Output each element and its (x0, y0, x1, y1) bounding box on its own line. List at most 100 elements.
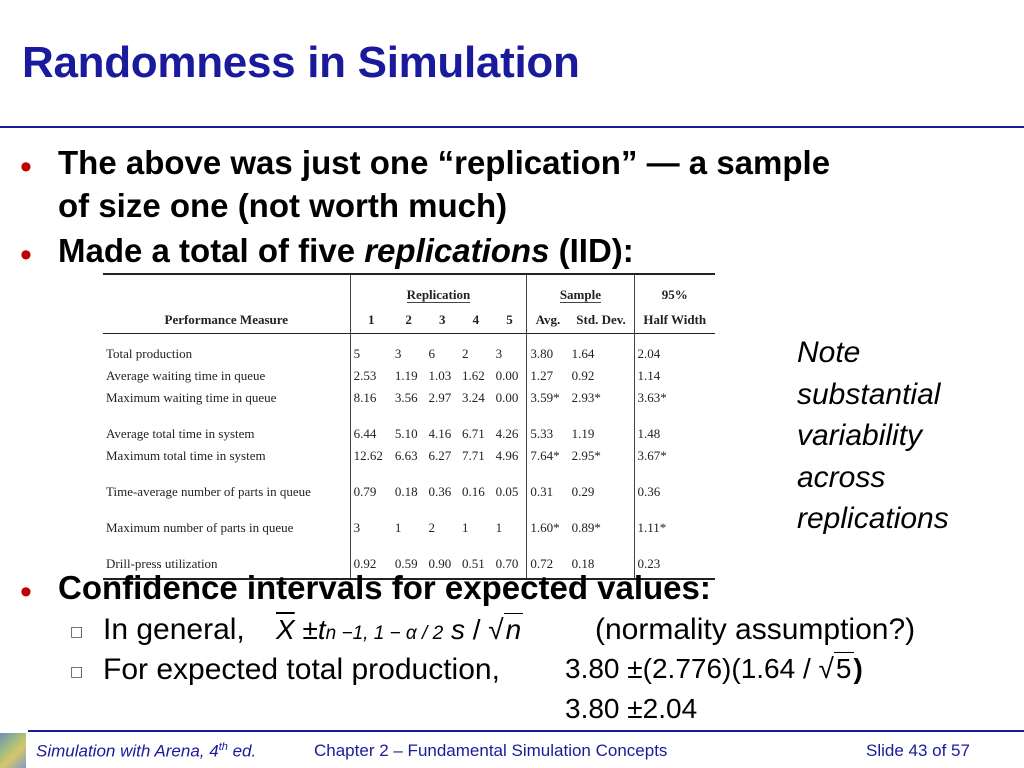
row-value-cell: 4.26 (495, 426, 519, 441)
row-value-cell: 1 (394, 520, 402, 535)
row-measure-cell: Average waiting time in queue (106, 368, 266, 383)
row-value-cell: 0.90 (428, 556, 452, 571)
table-row: Time-average number of parts in queue 0.7… (103, 484, 715, 520)
formula-sqrt-5: 5 (833, 652, 854, 684)
row-value-cell: 0.79 (349, 484, 392, 520)
slide-title: Randomness in Simulation (22, 38, 580, 87)
bullet-2-text: Made a total of five (58, 232, 365, 269)
note-line: variability (797, 419, 923, 452)
bullet-2-tail: (IID): (549, 232, 634, 269)
row-value-cell: 0.89* (571, 520, 601, 535)
col-header-std-dev: Std. Dev. (576, 312, 626, 327)
row-value-cell: 0.18 (394, 484, 418, 499)
row-value-cell: 1.62 (462, 368, 485, 383)
row-value-cell: 1.60* (526, 520, 569, 556)
row-value-cell: 2 (428, 520, 435, 535)
row-value-cell: 1 (495, 520, 503, 535)
row-value-cell: 2.04 (633, 333, 715, 368)
note-line: substantial (797, 377, 941, 411)
replication-table: Replication Sample 95% Performance Measu… (103, 273, 715, 580)
row-value-cell: 3.56 (394, 390, 418, 405)
plus-minus-symbol: ± (627, 693, 643, 724)
row-measure-cell: Time-average number of parts in queue (106, 484, 311, 499)
formula-xbar: X (276, 614, 295, 645)
normality-note: (normality assumption?) (595, 613, 916, 646)
row-measure-cell: Maximum total time in system (106, 448, 266, 463)
bullet-marker: • (20, 148, 32, 186)
bullet-1: The above was just one “replication” — a… (58, 141, 830, 227)
row-value-cell: 5.10 (394, 426, 418, 441)
row-value-cell: 2 (462, 346, 469, 361)
col-header-avg: Avg. (526, 307, 569, 334)
col-header-measure: Performance Measure (164, 312, 289, 327)
row-value-cell: 5.33 (526, 426, 569, 448)
row-value-cell: 4.96 (495, 448, 519, 463)
bullet-1-line-2: of size one (not worth much) (58, 187, 508, 224)
row-value-cell: 0.00 (495, 368, 519, 383)
sub-bullet-production: For expected total production, (103, 653, 500, 686)
row-value-cell: 0.51 (462, 556, 485, 571)
row-value-cell: 1.48 (633, 426, 715, 448)
row-value-cell: 3.80 (526, 333, 569, 368)
formula-sqrt-n: n (503, 613, 524, 645)
row-value-cell: 3.67* (633, 448, 715, 484)
row-value-cell: 1.19 (571, 426, 595, 441)
row-value-cell: 1.14 (633, 368, 715, 390)
row-value-cell: 6.44 (349, 426, 392, 448)
row-value-cell: 2.95* (571, 448, 601, 463)
formula-mean: 3.80 (565, 693, 620, 724)
formula-close-paren: ) (853, 653, 863, 684)
row-measure-cell: Total production (106, 346, 193, 361)
row-value-cell: 0.29 (571, 484, 595, 499)
table-row: Drill-press utilization 0.92 0.59 0.90 0.51 0… (103, 556, 715, 579)
group-header-95: 95% (633, 274, 715, 307)
formula-product: (2.776)(1.64 (642, 653, 796, 684)
formula-slash: / (472, 614, 481, 645)
bullet-2-emphasis: replications (364, 232, 550, 269)
row-value-cell: 12.62 (349, 448, 392, 484)
formula-slash: / (802, 653, 811, 684)
col-header-rep-5: 5 (506, 312, 513, 327)
bullet-marker: • (20, 573, 32, 611)
sub-bullet-marker: □ (70, 624, 84, 640)
row-value-cell: 0.18 (571, 556, 595, 571)
arena-logo (0, 733, 26, 768)
row-value-cell: 0.36 (428, 484, 452, 499)
table-row: Average waiting time in queue 2.53 1.19 1.0… (103, 368, 715, 390)
formula-mean: 3.80 (565, 653, 620, 684)
formula-s: s (450, 614, 465, 645)
footer-divider (28, 730, 1024, 732)
sub-bullet-general: In general, (103, 613, 245, 646)
row-value-cell: 0.05 (495, 484, 519, 499)
table-row: Total production 5 3 6 2 3 3.80 1.64 2.04 (103, 333, 715, 368)
row-value-cell: 0.23 (633, 556, 715, 579)
footer-slide-number: Slide 43 of 57 (866, 741, 970, 760)
note-line: replications (797, 502, 949, 535)
table-row: Maximum total time in system 12.62 6.63 6.2… (103, 448, 715, 484)
row-value-cell: 1 (462, 520, 469, 535)
row-value-cell: 0.31 (526, 484, 569, 520)
row-value-cell: 2.97 (428, 390, 452, 405)
row-value-cell: 6.71 (462, 426, 485, 441)
col-header-rep-3: 3 (439, 312, 446, 327)
row-value-cell: 2.53 (349, 368, 392, 390)
bullet-2: Made a total of five replications (IID): (58, 229, 634, 272)
row-value-cell: 3.63* (633, 390, 715, 426)
row-value-cell: 7.64* (526, 448, 569, 484)
row-value-cell: 6.27 (428, 448, 452, 463)
note-line: Note (797, 336, 861, 369)
bullet-3: Confidence intervals for expected values… (58, 569, 711, 606)
note-line: across (797, 460, 886, 494)
row-value-cell: 2.93* (571, 390, 601, 405)
group-header-sample: Sample (526, 274, 634, 307)
row-value-cell: 0.59 (394, 556, 418, 571)
row-value-cell: 4.16 (428, 426, 452, 441)
row-measure-cell: Drill-press utilization (106, 556, 218, 571)
row-value-cell: 8.16 (349, 390, 392, 426)
row-value-cell: 3 (495, 346, 503, 361)
row-value-cell: 3.59* (526, 390, 569, 426)
row-value-cell: 0.72 (526, 556, 569, 579)
col-header-rep-2: 2 (405, 312, 412, 327)
row-value-cell: 1.11* (633, 520, 715, 556)
row-value-cell: 0.16 (462, 484, 485, 499)
